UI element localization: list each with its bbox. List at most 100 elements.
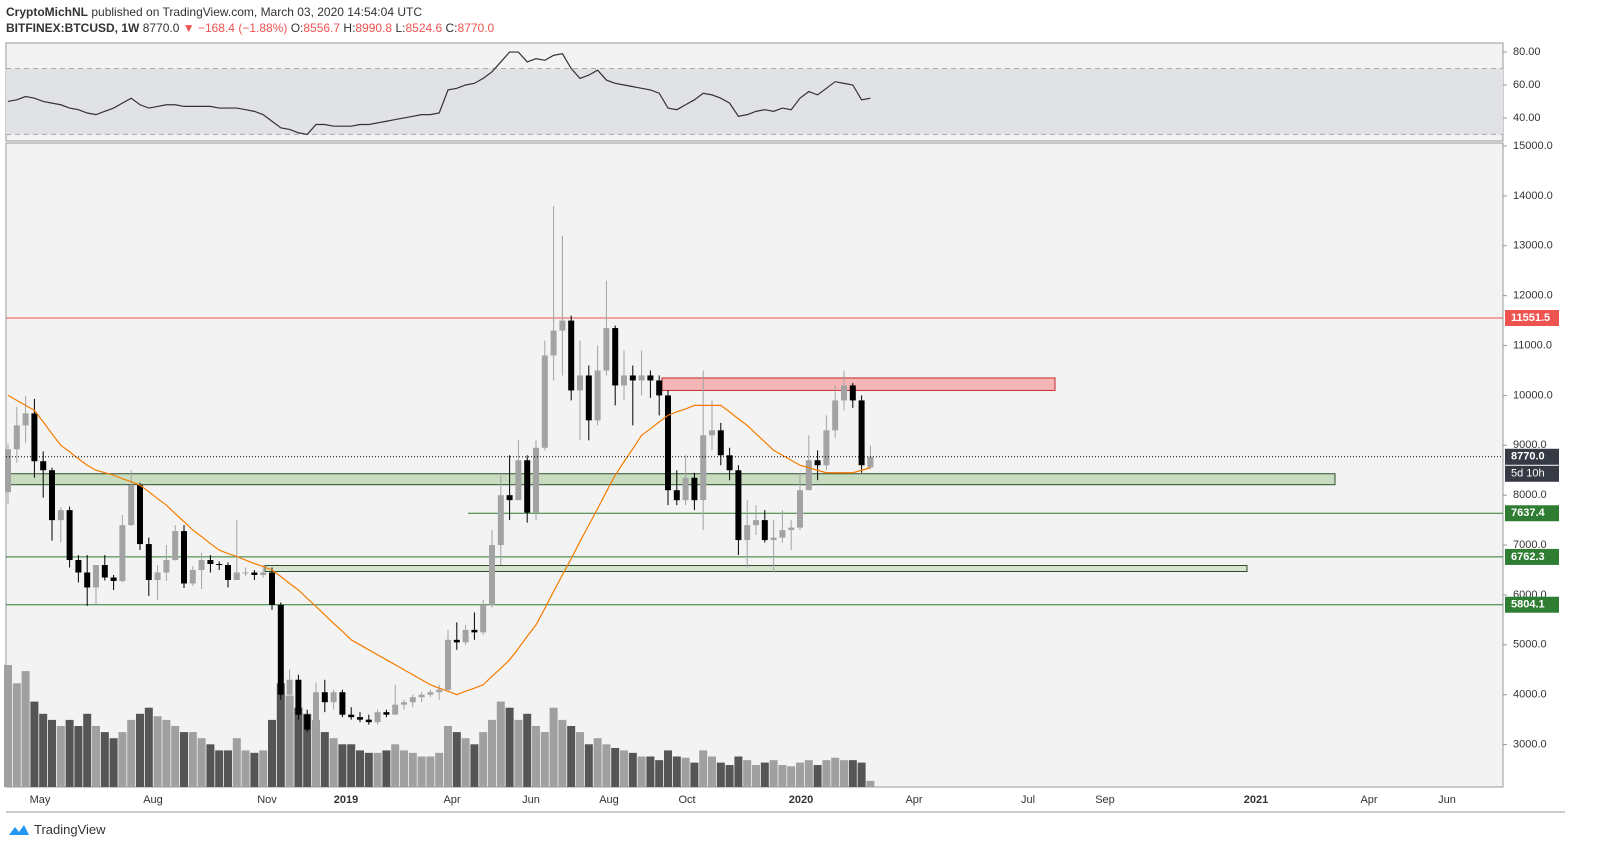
candle-body <box>409 697 416 703</box>
candle-body <box>198 560 205 571</box>
volume-bar <box>620 750 628 787</box>
x-tick-label: 2019 <box>334 794 358 806</box>
candle-body <box>665 395 671 491</box>
volume-bar <box>56 726 65 787</box>
brand-logo <box>9 824 29 835</box>
candle-body <box>612 328 619 386</box>
volume-bar <box>347 744 356 787</box>
volume-bar <box>224 750 232 787</box>
volume-bar <box>540 732 549 787</box>
candle-body <box>814 460 821 466</box>
volume-bar <box>461 738 470 787</box>
volume-bar <box>162 719 171 787</box>
volume-bar <box>312 719 320 787</box>
volume-bar <box>672 756 681 787</box>
level-label-box <box>1505 505 1559 522</box>
high: 8990.8 <box>355 21 393 35</box>
price-pane <box>5 142 1504 788</box>
volume-bar <box>12 683 21 787</box>
o-label: O: <box>290 21 304 35</box>
low: 8524.6 <box>405 21 443 35</box>
y-tick-label: 3000.0 <box>1513 739 1547 751</box>
candle-body <box>849 385 856 401</box>
candle-body <box>445 639 451 690</box>
volume-bar <box>831 757 840 787</box>
volume-bar <box>109 738 118 787</box>
volume-bar <box>576 732 584 787</box>
candle-body <box>621 375 627 386</box>
volume-bar <box>743 760 752 787</box>
level-label-box <box>1505 310 1559 327</box>
rsi-line <box>7 51 871 136</box>
volume-bar <box>127 719 136 787</box>
candle-body <box>269 572 275 605</box>
candle-body <box>13 425 20 450</box>
y-tick-label: 8000.0 <box>1513 489 1547 501</box>
volume-bar <box>804 760 813 787</box>
candle-body <box>93 565 99 588</box>
candle-body <box>726 455 733 471</box>
candle-body <box>867 456 874 468</box>
volume-bar <box>4 665 12 787</box>
candle-body <box>471 629 478 633</box>
countdown-label: 5d 10h <box>1511 468 1545 480</box>
volume-bar <box>100 732 109 787</box>
candle-body <box>40 461 47 471</box>
candle-body <box>647 375 654 381</box>
candle-body <box>277 604 284 695</box>
volume-bar <box>364 752 373 787</box>
candle-body <box>286 679 293 695</box>
candle-body <box>691 477 698 501</box>
candle-body <box>145 544 152 580</box>
volume-bar <box>646 756 655 787</box>
volume-bar <box>496 701 505 787</box>
volume-bar <box>382 750 391 787</box>
y-tick-label: 9000.0 <box>1513 439 1547 451</box>
volume-bar <box>303 713 312 787</box>
volume-bar <box>452 732 461 787</box>
candle-body <box>49 470 55 521</box>
y-tick-label: 4000.0 <box>1513 689 1547 701</box>
level-label: 7637.4 <box>1511 507 1546 519</box>
candle-body <box>577 375 583 391</box>
volume-bar <box>840 760 848 787</box>
candle-body <box>841 385 847 401</box>
volume-bar <box>65 719 74 787</box>
close: 8770.0 <box>457 21 495 35</box>
volume-bar <box>136 713 144 787</box>
y-tick-label: 13000.0 <box>1513 240 1553 252</box>
volume-bar <box>488 719 496 787</box>
volume-bar <box>241 750 250 787</box>
x-tick-label: Sep <box>1095 794 1115 806</box>
x-tick-label: Jun <box>522 794 540 806</box>
candle-body <box>295 679 302 715</box>
zone <box>7 473 1336 486</box>
x-tick-label: Jun <box>1438 794 1456 806</box>
candle-body <box>189 570 196 584</box>
volume-bar <box>664 750 672 787</box>
x-tick-label: Aug <box>143 794 163 806</box>
candle-body <box>330 692 337 703</box>
candle-body <box>744 525 751 541</box>
candle-body <box>5 449 11 493</box>
candle-body <box>656 380 663 396</box>
candle-body <box>75 560 82 573</box>
volume-bar <box>259 750 268 787</box>
x-tick-label: Aug <box>599 794 619 806</box>
candle-body <box>365 719 372 723</box>
volume-bar <box>778 765 787 787</box>
y-tick-label: 10000.0 <box>1513 389 1553 401</box>
candle-body <box>119 525 126 581</box>
candle-body <box>559 320 566 331</box>
volume-bar <box>92 726 100 787</box>
volume-bar <box>769 760 778 787</box>
countdown-box <box>1505 465 1559 482</box>
open: 8556.7 <box>303 21 341 35</box>
volume-bar <box>373 752 382 787</box>
c-label: C: <box>445 21 458 35</box>
candle-body <box>374 712 381 723</box>
candle-body <box>216 564 223 566</box>
volume-bar <box>329 738 338 787</box>
l-label: L: <box>395 21 406 35</box>
